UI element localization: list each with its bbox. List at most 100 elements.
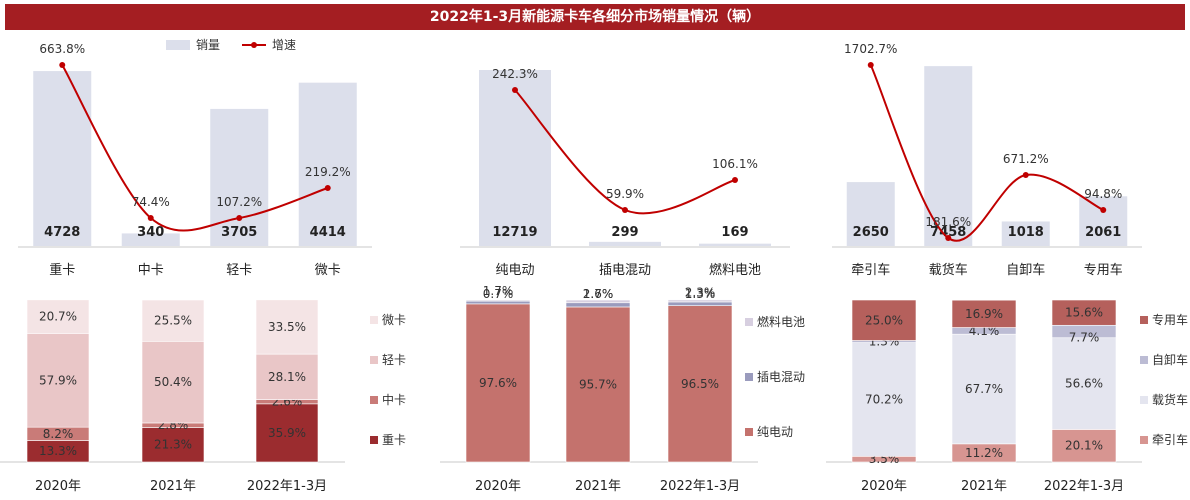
segment-label: 16.9% xyxy=(965,307,1003,321)
segment-label: 1.7% xyxy=(583,287,614,301)
segment-label: 15.6% xyxy=(1065,306,1103,320)
year-label: 2020年 xyxy=(35,479,81,494)
year-label: 2021年 xyxy=(961,479,1007,494)
legend-bar-label: 销量 xyxy=(196,38,220,52)
bar-value-label: 1018 xyxy=(1008,225,1044,240)
bar-value-label: 2650 xyxy=(853,225,889,240)
growth-point xyxy=(1100,207,1107,213)
stack-segment xyxy=(951,299,1017,328)
year-label: 2020年 xyxy=(475,479,521,494)
bar-value-label: 299 xyxy=(611,225,638,240)
segment-label: 56.6% xyxy=(1065,377,1103,391)
legend-label: 微卡 xyxy=(382,313,406,327)
legend-label: 专用车 xyxy=(1152,312,1188,327)
legend-label: 插电混动 xyxy=(757,370,805,384)
bar xyxy=(589,241,661,246)
legend-label: 中卡 xyxy=(382,392,406,407)
year-label: 2022年1-3月 xyxy=(247,479,327,494)
segment-label: 57.9% xyxy=(39,373,77,387)
bar-value-label: 169 xyxy=(721,225,748,240)
legend-label: 纯电动 xyxy=(757,425,793,439)
growth-point xyxy=(236,215,243,221)
legend-swatch xyxy=(370,316,378,324)
growth-label: 181.6% xyxy=(925,215,971,229)
bar xyxy=(1001,221,1050,246)
growth-point xyxy=(867,62,874,68)
category-label: 专用车 xyxy=(1084,262,1123,278)
segment-label: 97.6% xyxy=(479,376,517,390)
category-label: 轻卡 xyxy=(226,263,252,278)
legend-line-marker xyxy=(251,42,257,48)
stack-segment xyxy=(1051,299,1117,326)
legend-swatch xyxy=(1140,316,1148,324)
growth-point xyxy=(1022,172,1029,178)
stack-segment xyxy=(255,403,319,463)
growth-line xyxy=(869,64,1104,242)
category-label: 自卸车 xyxy=(1006,262,1045,278)
legend-swatch xyxy=(1140,356,1148,364)
segment-label: 25.5% xyxy=(154,314,192,328)
bar xyxy=(121,233,180,246)
bar-value-label: 4728 xyxy=(44,225,80,240)
segment-label: 28.1% xyxy=(268,370,306,384)
year-label: 2021年 xyxy=(150,479,196,494)
legend-swatch xyxy=(745,428,753,436)
stack-segment xyxy=(465,299,531,302)
bar-value-label: 12719 xyxy=(492,225,537,240)
bar-value-label: 340 xyxy=(137,225,164,240)
growth-point xyxy=(945,235,952,241)
growth-label: 59.9% xyxy=(606,187,644,201)
year-label: 2020年 xyxy=(861,479,907,494)
segment-label: 67.7% xyxy=(965,382,1003,396)
bar xyxy=(479,70,551,246)
stack-segment xyxy=(465,300,531,305)
category-label: 重卡 xyxy=(49,262,75,278)
segment-label: 21.3% xyxy=(154,438,192,452)
year-label: 2021年 xyxy=(575,479,621,494)
bar-value-label: 3705 xyxy=(221,225,257,240)
growth-label: 94.8% xyxy=(1084,187,1122,201)
legend-line-label: 增速 xyxy=(272,38,296,52)
stack-segment xyxy=(255,299,319,355)
legend-label: 自卸车 xyxy=(1152,352,1188,367)
category-label: 微卡 xyxy=(315,263,341,278)
stack-segment xyxy=(951,333,1017,445)
bar xyxy=(699,243,771,246)
legend-swatch xyxy=(1140,396,1148,404)
stack-segment xyxy=(26,299,90,334)
segment-label: 1.7% xyxy=(483,284,514,298)
year-label: 2022年1-3月 xyxy=(1044,479,1124,494)
growth-label: 107.2% xyxy=(216,195,262,209)
segment-label: 11.2% xyxy=(965,446,1003,460)
stack-segment xyxy=(667,301,733,306)
bar xyxy=(846,182,895,246)
stack-segment xyxy=(141,299,205,342)
growth-label: 219.2% xyxy=(305,165,351,179)
stack-segment xyxy=(565,306,631,463)
chart-title: 2022年1-3月新能源卡车各细分市场销量情况（辆） xyxy=(5,4,1185,30)
growth-line xyxy=(61,64,329,232)
segment-label: 1.3% xyxy=(685,287,716,301)
segment-label: 50.4% xyxy=(154,375,192,389)
category-label: 中卡 xyxy=(138,263,164,278)
growth-point xyxy=(324,185,331,191)
bar xyxy=(298,82,357,246)
legend-swatch xyxy=(745,373,753,381)
stack-segment xyxy=(1051,337,1117,430)
segment-label: 2.6% xyxy=(583,287,614,301)
legend-swatch xyxy=(1140,436,1148,444)
bar xyxy=(1079,196,1128,246)
growth-label: 671.2% xyxy=(1003,152,1049,166)
legend-swatch xyxy=(370,356,378,364)
year-label: 2022年1-3月 xyxy=(660,479,740,494)
stack-segment xyxy=(141,341,205,424)
legend-label: 重卡 xyxy=(382,433,406,447)
growth-point xyxy=(622,207,628,213)
bar-value-label: 2061 xyxy=(1085,225,1121,240)
stack-segment xyxy=(851,299,917,341)
segment-label: 7.7% xyxy=(1069,331,1100,345)
segment-label: 13.3% xyxy=(39,444,77,458)
category-label: 载货车 xyxy=(929,262,968,278)
segment-label: 25.0% xyxy=(865,313,903,327)
